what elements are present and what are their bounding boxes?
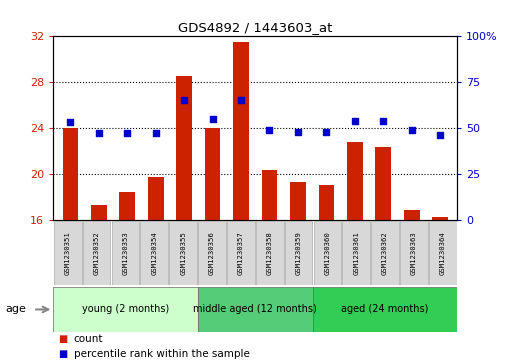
- Point: [95, 131, 103, 136]
- Point: [436, 132, 444, 138]
- Bar: [262, 170, 277, 220]
- Point: [351, 118, 359, 123]
- Text: percentile rank within the sample: percentile rank within the sample: [74, 349, 249, 359]
- Bar: [404, 211, 420, 220]
- Point: [322, 129, 330, 135]
- Text: GSM1230352: GSM1230352: [93, 231, 100, 275]
- Point: [209, 116, 217, 122]
- Bar: [284, 221, 312, 285]
- Bar: [233, 42, 249, 220]
- Bar: [62, 128, 78, 220]
- Point: [180, 98, 188, 103]
- Text: young (2 months): young (2 months): [82, 305, 169, 314]
- Bar: [53, 287, 198, 332]
- Text: age: age: [5, 305, 26, 314]
- Bar: [319, 185, 334, 220]
- Bar: [313, 221, 341, 285]
- Title: GDS4892 / 1443603_at: GDS4892 / 1443603_at: [178, 21, 332, 34]
- Text: count: count: [74, 334, 103, 344]
- Point: [67, 119, 75, 125]
- Text: GSM1230358: GSM1230358: [267, 231, 273, 275]
- Point: [123, 131, 132, 136]
- Text: ■: ■: [58, 349, 68, 359]
- Text: GSM1230356: GSM1230356: [209, 231, 215, 275]
- Bar: [198, 221, 226, 285]
- Bar: [432, 217, 448, 220]
- Bar: [198, 287, 313, 332]
- Point: [294, 129, 302, 135]
- Text: GSM1230360: GSM1230360: [325, 231, 330, 275]
- Bar: [176, 76, 192, 220]
- Bar: [205, 128, 220, 220]
- Bar: [148, 177, 164, 220]
- Text: GSM1230351: GSM1230351: [65, 231, 71, 275]
- Text: GSM1230353: GSM1230353: [122, 231, 129, 275]
- Bar: [313, 287, 457, 332]
- Bar: [347, 142, 363, 220]
- Text: GSM1230355: GSM1230355: [180, 231, 186, 275]
- Bar: [429, 221, 457, 285]
- Point: [152, 131, 160, 136]
- Bar: [290, 182, 306, 220]
- Bar: [112, 221, 139, 285]
- Bar: [400, 221, 428, 285]
- Text: GSM1230361: GSM1230361: [353, 231, 359, 275]
- Bar: [119, 192, 135, 220]
- Bar: [83, 221, 110, 285]
- Bar: [375, 147, 391, 220]
- Text: ■: ■: [58, 334, 68, 344]
- Bar: [140, 221, 168, 285]
- Text: GSM1230362: GSM1230362: [382, 231, 388, 275]
- Bar: [169, 221, 197, 285]
- Text: GSM1230359: GSM1230359: [296, 231, 302, 275]
- Text: GSM1230364: GSM1230364: [440, 231, 446, 275]
- Point: [379, 118, 387, 123]
- Bar: [371, 221, 399, 285]
- Text: GSM1230363: GSM1230363: [411, 231, 417, 275]
- Bar: [54, 221, 82, 285]
- Bar: [227, 221, 255, 285]
- Bar: [91, 205, 107, 220]
- Bar: [256, 221, 283, 285]
- Point: [407, 127, 416, 133]
- Text: aged (24 months): aged (24 months): [341, 305, 429, 314]
- Bar: [342, 221, 370, 285]
- Text: middle aged (12 months): middle aged (12 months): [194, 305, 317, 314]
- Text: GSM1230354: GSM1230354: [151, 231, 157, 275]
- Point: [265, 127, 273, 133]
- Text: GSM1230357: GSM1230357: [238, 231, 244, 275]
- Point: [237, 98, 245, 103]
